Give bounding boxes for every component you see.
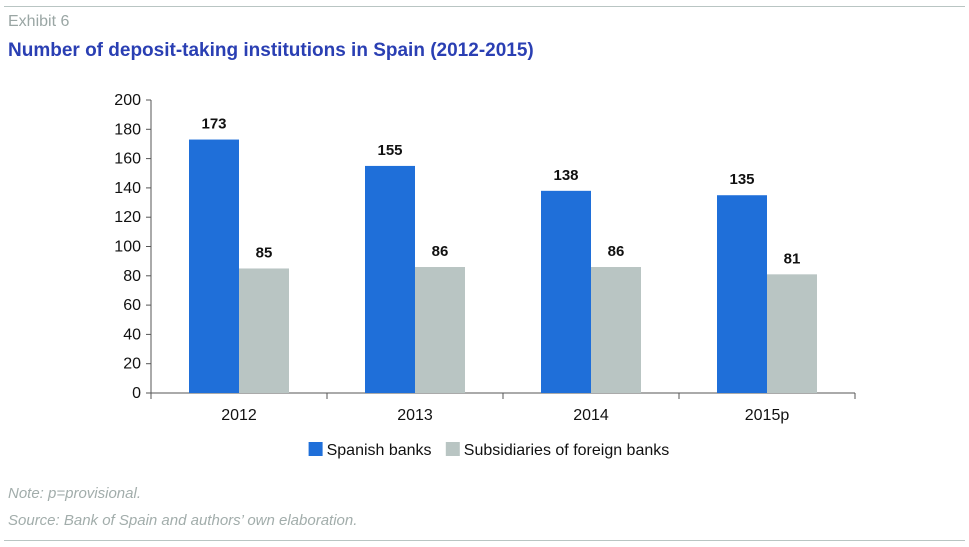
x-tick-label: 2015p (745, 407, 790, 424)
bar-spanish-banks (717, 195, 767, 393)
bar-spanish-banks (365, 165, 415, 393)
bar-subsidiaries-of-foreign-banks (591, 267, 641, 393)
legend-label: Spanish banks (327, 442, 432, 459)
bar-subsidiaries-of-foreign-banks (415, 267, 465, 393)
chart-source: Source: Bank of Spain and authors’ own e… (8, 512, 358, 529)
y-tick-label: 120 (114, 209, 141, 226)
y-tick-label: 40 (123, 326, 141, 343)
data-label: 86 (608, 243, 625, 260)
data-label: 135 (729, 171, 754, 188)
y-tick-label: 60 (123, 297, 141, 314)
y-tick-label: 200 (114, 92, 141, 109)
bar-subsidiaries-of-foreign-banks (767, 274, 817, 393)
data-label: 81 (784, 250, 801, 267)
x-tick-label: 2013 (397, 407, 433, 424)
top-rule (4, 6, 965, 7)
data-label: 173 (201, 116, 226, 133)
y-tick-label: 20 (123, 356, 141, 373)
y-tick-label: 80 (123, 268, 141, 285)
bar-spanish-banks (189, 139, 239, 393)
chart-note: Note: p=provisional. (8, 485, 141, 502)
data-label: 138 (553, 167, 578, 184)
legend-swatch (308, 442, 323, 456)
bottom-rule (4, 540, 965, 541)
bar-spanish-banks (541, 190, 591, 393)
bar-subsidiaries-of-foreign-banks (239, 268, 289, 393)
y-tick-label: 180 (114, 121, 141, 138)
y-tick-label: 140 (114, 180, 141, 197)
data-label: 155 (377, 142, 402, 159)
chart-title: Number of deposit-taking institutions in… (8, 40, 534, 61)
y-tick-label: 160 (114, 151, 141, 168)
legend-label: Subsidiaries of foreign banks (464, 442, 669, 459)
y-tick-label: 0 (132, 385, 141, 402)
y-tick-label: 100 (114, 239, 141, 256)
data-label: 85 (256, 244, 273, 261)
x-tick-label: 2014 (573, 407, 609, 424)
exhibit-label: Exhibit 6 (8, 13, 70, 30)
data-label: 86 (432, 243, 449, 260)
x-tick-label: 2012 (221, 407, 257, 424)
legend-swatch (445, 442, 460, 456)
